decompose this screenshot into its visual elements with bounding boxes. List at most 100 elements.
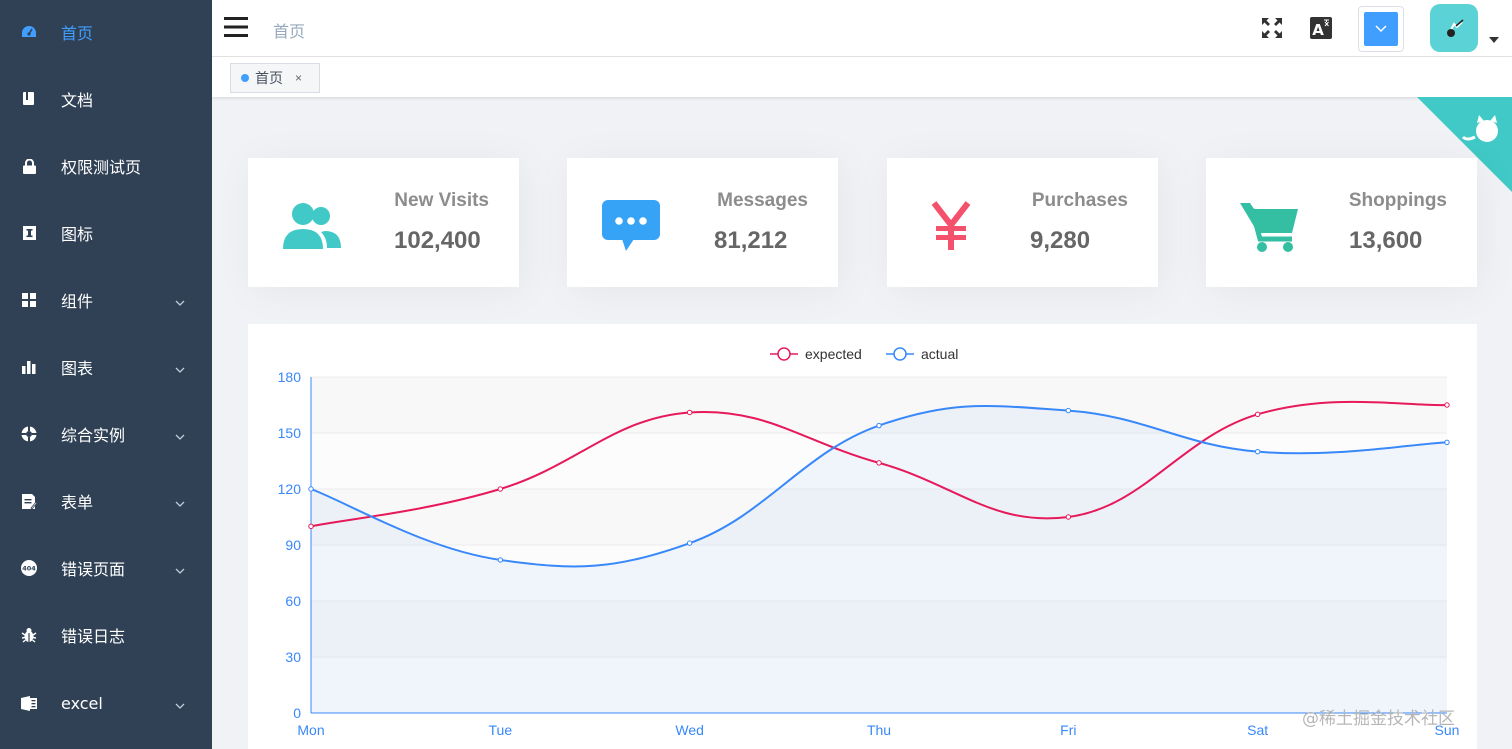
tag-label: 首页: [255, 70, 283, 86]
data-point-actual: [1065, 407, 1072, 414]
data-point-expected: [686, 409, 693, 416]
y-tick-label: 90: [285, 537, 301, 553]
sidebar: 首页 文档 权限测试页 图标 组件 图表 综合实例: [0, 0, 212, 749]
panel-title: Purchases: [1031, 190, 1128, 211]
sidebar-item-example[interactable]: 综合实例: [0, 406, 212, 462]
data-point-actual: [308, 486, 314, 492]
panel-purchases[interactable]: Purchases 9,280: [887, 158, 1158, 287]
y-tick-label: 60: [285, 593, 301, 609]
lock-icon: [21, 158, 37, 174]
line-chart-card: 0 30 60 90 120 150 180 Mon Tue Wed Thu Fri Sat Sun exp…: [248, 324, 1477, 749]
x-tick-label: Tue: [489, 722, 513, 738]
data-point-expected: [1444, 402, 1450, 408]
data-point-actual: [1444, 439, 1450, 446]
chart-icon: [21, 359, 37, 375]
sidebar-item-icons[interactable]: 图标: [0, 205, 212, 261]
sidebar-item-documentation[interactable]: 文档: [0, 71, 212, 127]
peoples-icon: [280, 194, 344, 258]
y-tick-label: 0: [293, 705, 301, 721]
legend-label: expected: [805, 346, 862, 362]
data-point-actual: [876, 422, 882, 429]
sidebar-item-charts[interactable]: 图表: [0, 339, 212, 395]
actual-area: [311, 405, 1447, 713]
grid-band: [311, 601, 1447, 657]
panel-messages[interactable]: Messages 81,212: [567, 158, 838, 287]
chevron-down-icon: [175, 295, 185, 306]
form-icon: [21, 493, 37, 509]
sidebar-item-error-pages[interactable]: 404 错误页面: [0, 540, 212, 596]
y-tick-label: 150: [278, 425, 302, 441]
grid-band: [311, 657, 1447, 713]
dashboard-icon: [21, 24, 37, 40]
legend-label: actual: [921, 346, 958, 362]
bug-icon: [21, 627, 37, 643]
data-point-expected: [497, 486, 504, 492]
chevron-down-icon: [175, 496, 185, 507]
example-icon: [21, 426, 37, 442]
data-point-expected: [1254, 411, 1261, 418]
close-icon[interactable]: ×: [295, 71, 303, 85]
navbar: 首页 A: [212, 0, 1512, 57]
y-tick-label: 120: [278, 481, 302, 497]
sidebar-item-label: 图表: [61, 359, 94, 378]
breadcrumb: 首页: [273, 22, 306, 41]
github-octocat-icon: [1461, 115, 1498, 142]
sidebar-item-label: 组件: [61, 292, 94, 311]
sidebar-item-excel[interactable]: excel: [0, 675, 212, 731]
chevron-down-icon: [175, 698, 185, 709]
chevron-down-icon: [175, 429, 185, 440]
sidebar-item-form[interactable]: 表单: [0, 473, 212, 529]
panel-value: 9,280: [1030, 227, 1091, 254]
fullscreen-icon[interactable]: [1260, 16, 1284, 40]
panel-value: 102,400: [394, 227, 481, 254]
icon-icon: [21, 225, 37, 241]
data-point-actual: [1254, 448, 1261, 455]
x-tick-label: Sat: [1247, 722, 1268, 738]
panel-new-visits[interactable]: New Visits 102,400: [248, 158, 519, 287]
translate-icon[interactable]: A: [1309, 15, 1333, 41]
tag-dashboard[interactable]: 首页 ×: [230, 63, 320, 93]
y-tick-label: 180: [278, 369, 302, 385]
excel-icon: [21, 695, 37, 711]
github-corner[interactable]: [1417, 97, 1512, 192]
data-point-expected: [876, 460, 882, 466]
watermark: @稀土掘金技术社区: [1302, 709, 1455, 729]
message-icon: [599, 194, 663, 258]
sidebar-item-label: 图标: [61, 225, 94, 244]
y-tick-label: 30: [285, 649, 301, 665]
hamburger-icon[interactable]: [224, 16, 248, 38]
documentation-icon: [21, 91, 37, 107]
data-point-actual: [686, 540, 693, 546]
chevron-down-icon: [175, 563, 185, 574]
avatar[interactable]: [1430, 4, 1478, 52]
sidebar-item-dashboard[interactable]: 首页: [0, 4, 212, 60]
sidebar-item-components[interactable]: 组件: [0, 272, 212, 328]
chevron-down-icon: [175, 362, 185, 373]
404-icon: 404: [21, 560, 37, 576]
legend-marker: [777, 347, 791, 361]
sidebar-item-error-log[interactable]: 错误日志: [0, 607, 212, 663]
panel-title: Messages: [717, 190, 808, 211]
panel-title: Shoppings: [1348, 190, 1447, 211]
sidebar-item-label: 错误日志: [61, 627, 126, 646]
x-tick-label: Sun: [1435, 722, 1460, 738]
panel-shoppings[interactable]: Shoppings 13,600: [1206, 158, 1477, 287]
component-icon: [21, 292, 37, 308]
data-point-expected: [1065, 514, 1072, 520]
translate-icon-letter: A: [1312, 21, 1324, 39]
svg-text:404: 404: [22, 565, 36, 573]
sidebar-item-permission[interactable]: 权限测试页: [0, 138, 212, 194]
x-tick-label: Mon: [297, 722, 324, 738]
data-point-actual: [497, 557, 504, 563]
sidebar-item-label: 综合实例: [61, 426, 126, 445]
sidebar-item-label: 错误页面: [61, 560, 126, 579]
money-icon: [919, 194, 983, 258]
panel-title: New Visits: [394, 190, 489, 211]
panel-value: 81,212: [714, 227, 788, 254]
sidebar-item-label: 首页: [61, 24, 94, 43]
size-select-button[interactable]: [1358, 6, 1404, 52]
caret-down-icon[interactable]: [1489, 36, 1499, 44]
x-tick-label: Fri: [1060, 722, 1076, 738]
size-select-icon: [1364, 12, 1398, 46]
shopping-icon: [1238, 194, 1302, 258]
